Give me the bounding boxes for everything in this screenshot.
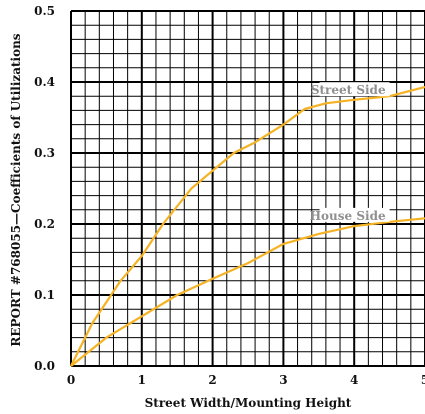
y-tick-label: 0.1	[34, 288, 55, 302]
series-line-1	[70, 217, 425, 367]
y-tick-label: 0.5	[34, 4, 55, 18]
y-tick-label: 0.2	[34, 217, 55, 231]
x-tick-label: 0	[67, 373, 75, 387]
x-tick-label: 1	[138, 373, 146, 387]
plot-grid	[70, 10, 425, 367]
x-axis-title: Street Width/Mounting Height	[145, 396, 352, 410]
x-tick-label: 3	[279, 373, 287, 387]
x-tick-label: 2	[208, 373, 216, 387]
series-lines	[70, 85, 425, 367]
y-tick-label: 0.3	[34, 146, 55, 160]
x-tick-label: 4	[350, 373, 358, 387]
x-tick-label: 5	[421, 373, 425, 387]
axis-ticks: 0 1 2 3 4 5 0.0 0.1 0.2 0.3 0.4 0.5	[34, 4, 425, 387]
series-label-1: House Side	[310, 209, 386, 223]
y-tick-label: 0.4	[34, 75, 55, 89]
series-label-0: Street Side	[311, 83, 386, 97]
y-tick-label: 0.0	[34, 359, 55, 373]
series-label-bg	[319, 207, 390, 222]
series-line-0	[70, 85, 425, 367]
series-label-bg	[319, 82, 390, 97]
y-axis-title: REPORT #768055—Coefficients of Utilizati…	[9, 33, 23, 346]
series-labels: Street Side House Side	[310, 82, 390, 223]
